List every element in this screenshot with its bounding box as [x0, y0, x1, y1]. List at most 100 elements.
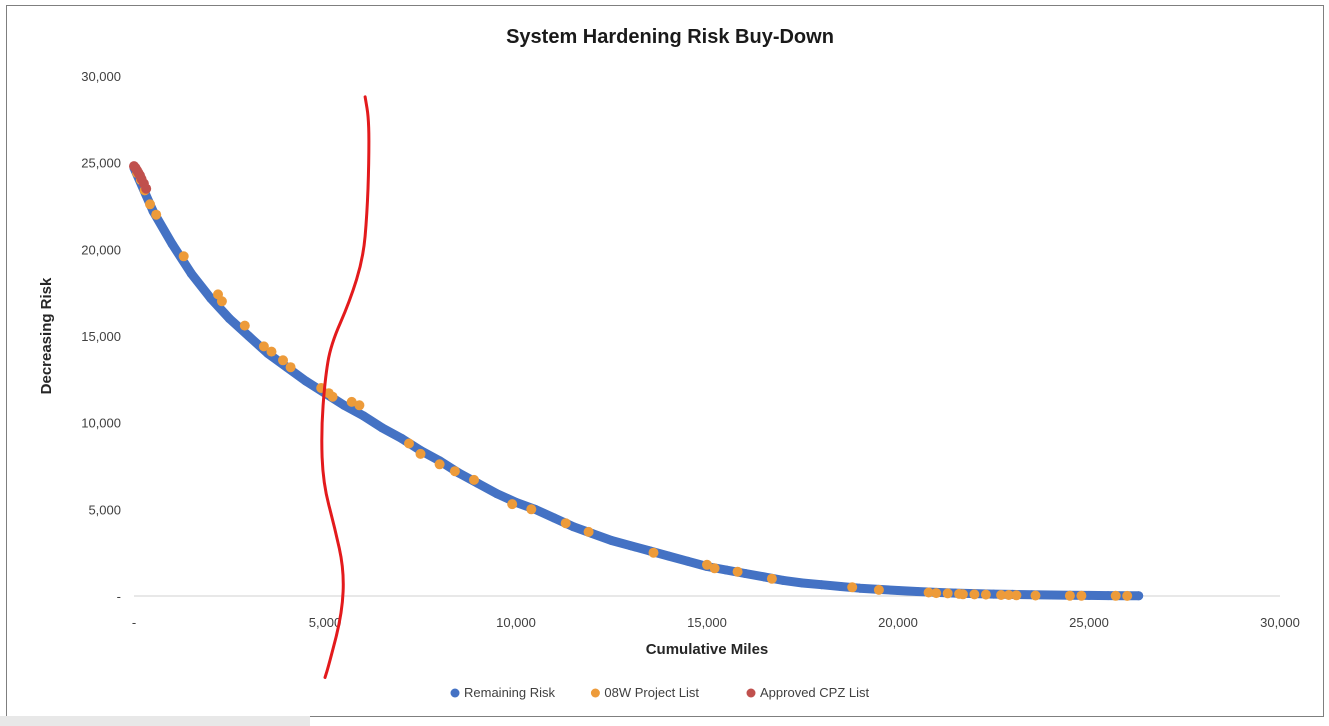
- data-point: [626, 541, 636, 551]
- x-tick-label: 15,000: [687, 615, 727, 630]
- data-point: [732, 566, 743, 577]
- data-point: [469, 474, 479, 485]
- legend-marker: [590, 688, 600, 698]
- data-point: [178, 251, 189, 262]
- data-point: [151, 209, 162, 220]
- data-point: [702, 559, 712, 570]
- data-point: [778, 575, 788, 585]
- y-tick-label: 20,000: [81, 242, 121, 257]
- data-point: [346, 396, 357, 407]
- data-point: [1110, 590, 1121, 601]
- data-point: [327, 391, 338, 402]
- chart-container: System Hardening Risk Buy-Down Cumulativ…: [6, 5, 1324, 717]
- data-point: [396, 433, 406, 443]
- data-point: [239, 320, 250, 331]
- data-point: [957, 589, 968, 600]
- data-point: [549, 513, 559, 523]
- data-point: [931, 588, 942, 599]
- data-point: [145, 199, 155, 210]
- data-point: [1046, 590, 1056, 600]
- y-tick-label: 5,000: [88, 502, 121, 517]
- footer-strip: [0, 716, 310, 726]
- legend-label: Approved CPZ List: [760, 685, 869, 700]
- data-point: [607, 536, 616, 545]
- data-point: [1134, 591, 1144, 601]
- x-axis-ticks: - 5,000 10,000 15,000 20,000 25,000 30,000: [132, 615, 1300, 630]
- x-tick-label: 20,000: [878, 615, 918, 630]
- legend-label: 08W Project List: [604, 685, 699, 700]
- data-point: [893, 586, 903, 595]
- data-point: [526, 504, 537, 515]
- data-point: [1122, 590, 1133, 601]
- series-group: [132, 168, 1133, 601]
- data-point: [216, 296, 227, 307]
- data-point: [766, 573, 777, 584]
- data-point: [798, 578, 807, 588]
- data-point: [855, 583, 865, 593]
- series-group: [129, 163, 1144, 601]
- data-point: [912, 587, 922, 596]
- x-tick-label: 30,000: [1260, 615, 1300, 630]
- data-point: [301, 376, 311, 386]
- y-tick-label: 25,000: [81, 156, 121, 171]
- data-point: [683, 556, 693, 566]
- data-point: [873, 584, 884, 595]
- data-point: [278, 355, 288, 366]
- data-point: [721, 565, 731, 575]
- series-group: [129, 161, 152, 194]
- x-tick-label: 25,000: [1069, 615, 1109, 630]
- data-point: [847, 582, 858, 593]
- x-tick-label: 5,000: [309, 615, 342, 630]
- y-tick-label: 10,000: [81, 416, 121, 431]
- data-point: [1011, 590, 1022, 601]
- data-point: [354, 400, 365, 411]
- chart-legend: Remaining Risk 08W Project List Approved C…: [450, 685, 869, 700]
- data-point: [244, 331, 254, 341]
- data-point: [996, 590, 1007, 600]
- data-point: [1084, 590, 1094, 600]
- data-point: [377, 423, 387, 433]
- data-point: [560, 518, 571, 529]
- data-point: [258, 341, 269, 352]
- data-point: [980, 589, 991, 600]
- y-axis-title: Decreasing Risk: [38, 277, 55, 394]
- data-point: [415, 448, 426, 459]
- y-tick-label: 30,000: [81, 69, 121, 84]
- data-point: [923, 587, 934, 598]
- x-tick-label: -: [132, 615, 136, 630]
- data-point: [434, 459, 445, 470]
- data-point: [1076, 590, 1087, 601]
- data-point: [141, 183, 152, 194]
- data-point: [186, 269, 196, 279]
- data-point: [709, 563, 720, 574]
- data-point: [225, 314, 234, 324]
- data-point: [492, 489, 502, 499]
- data-point: [664, 551, 674, 561]
- y-axis-ticks: - 5,000 10,000 15,000 20,000 25,000 30,000: [81, 69, 121, 604]
- legend-item: Approved CPZ List: [746, 685, 869, 700]
- data-point: [942, 588, 953, 599]
- legend-item: Remaining Risk: [450, 685, 556, 700]
- data-point: [449, 466, 460, 477]
- legend-label: Remaining Risk: [464, 685, 556, 700]
- data-point: [583, 526, 594, 537]
- data-point: [1003, 590, 1014, 600]
- data-point: [969, 589, 980, 600]
- data-point: [507, 499, 518, 510]
- data-point: [285, 362, 296, 373]
- data-point: [266, 346, 277, 357]
- data-point: [1064, 590, 1075, 601]
- data-point: [817, 580, 827, 590]
- data-point: [989, 589, 998, 599]
- data-point: [836, 582, 846, 591]
- data-point: [1030, 590, 1041, 601]
- remaining-risk-curve: [129, 163, 1144, 601]
- x-axis-title: Cumulative Miles: [646, 641, 769, 658]
- data-point: [339, 400, 349, 410]
- data-point: [759, 572, 769, 582]
- y-tick-label: 15,000: [81, 329, 121, 344]
- data-point: [404, 438, 414, 449]
- legend-marker: [450, 688, 460, 698]
- data-point: [167, 239, 177, 249]
- data-point: [648, 547, 659, 558]
